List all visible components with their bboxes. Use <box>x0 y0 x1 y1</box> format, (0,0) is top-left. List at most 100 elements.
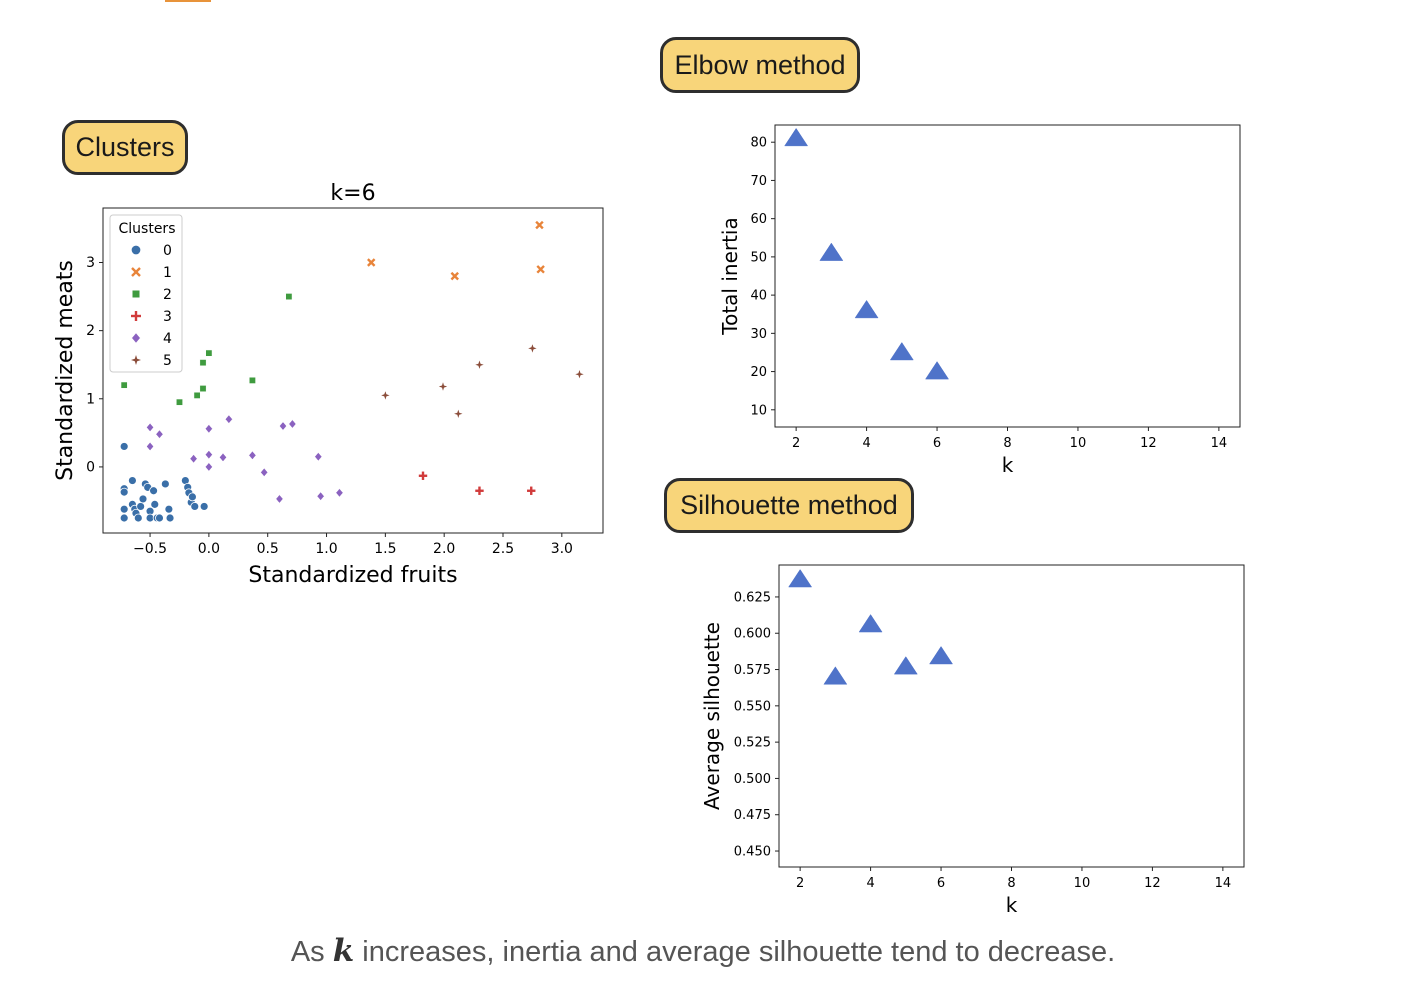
cluster-0-point <box>138 494 148 504</box>
clusters-x-tick-label: 0.0 <box>198 541 220 557</box>
silhouette-method-header: Silhouette method <box>664 478 914 533</box>
elbow-y-tick-label: 20 <box>750 365 767 380</box>
silhouette-point <box>893 656 918 675</box>
silhouette-y-tick-label: 0.450 <box>734 845 771 860</box>
elbow-y-tick-label: 10 <box>750 403 767 418</box>
caption: As k increases, inertia and average silh… <box>0 933 1406 969</box>
cluster-0-point <box>190 502 200 511</box>
legend-marker-0 <box>130 244 142 256</box>
silhouette-x-tick-label: 8 <box>1007 876 1015 891</box>
legend-label-0: 0 <box>163 243 172 259</box>
silhouette-x-tick-label: 14 <box>1215 876 1232 891</box>
cluster-4-point <box>335 488 344 498</box>
cluster-4-point <box>279 421 287 431</box>
cluster-1-point <box>367 258 376 267</box>
elbow-y-tick-label: 70 <box>750 174 767 189</box>
legend-label-5: 5 <box>163 353 172 369</box>
cluster-0-point <box>133 513 143 523</box>
silhouette-y-tick-label: 0.625 <box>734 590 771 605</box>
silhouette-point <box>858 614 883 633</box>
elbow-x-tick-label: 12 <box>1140 436 1157 451</box>
clusters-y-tick-label: 0 <box>86 459 95 475</box>
legend-marker-1 <box>131 267 141 277</box>
legend-marker-3 <box>131 311 141 321</box>
clusters-y-tick-label: 2 <box>86 323 95 339</box>
cluster-0-point <box>150 499 160 509</box>
elbow-y-tick-label: 50 <box>750 250 767 265</box>
cluster-1-point <box>450 271 459 281</box>
clusters-x-tick-label: 0.5 <box>257 541 279 557</box>
cluster-4-point <box>275 494 284 504</box>
clusters-header: Clusters <box>62 120 188 175</box>
silhouette-y-tick-label: 0.475 <box>734 808 771 823</box>
cluster-4-point <box>316 491 325 501</box>
silhouette-y-tick-label: 0.600 <box>734 627 771 642</box>
elbow-x-tick-label: 8 <box>1003 436 1011 451</box>
elbow-y-tick-label: 60 <box>750 212 767 227</box>
silhouette-y-tick-label: 0.500 <box>734 772 771 787</box>
cluster-3-point <box>418 471 428 480</box>
caption-suffix: increases, inertia and average silhouett… <box>354 936 1116 968</box>
cluster-0-point <box>119 442 129 451</box>
clusters-x-tick-label: 1.0 <box>315 541 337 557</box>
elbow-y-axis-label: Total inertia <box>718 217 742 335</box>
top-tab-indicator <box>165 0 211 2</box>
silhouette-x-tick-label: 4 <box>866 876 874 891</box>
cluster-0-point <box>119 487 129 497</box>
elbow-x-tick-label: 2 <box>792 436 800 451</box>
silhouette-point <box>788 569 813 588</box>
elbow-x-axis-label: k <box>1002 453 1014 477</box>
elbow-x-tick-label: 10 <box>1070 436 1087 451</box>
cluster-5-point <box>381 391 390 400</box>
legend-marker-4 <box>131 332 141 344</box>
elbow-point <box>819 242 844 261</box>
clusters-x-tick-label: −0.5 <box>133 541 167 557</box>
clusters-x-axis-label: Standardized fruits <box>248 563 457 588</box>
cluster-4-point <box>219 452 227 462</box>
clusters-x-tick-label: 1.5 <box>374 541 396 557</box>
silhouette-x-tick-label: 6 <box>937 876 945 891</box>
elbow-method-header: Elbow method <box>660 37 860 93</box>
cluster-0-point <box>119 513 129 523</box>
silhouette-point <box>823 666 848 685</box>
silhouette-y-axis-label: Average silhouette <box>700 622 724 810</box>
cluster-4-point <box>288 419 297 429</box>
legend-marker-5 <box>131 355 141 365</box>
cluster-2-point <box>205 349 213 357</box>
cluster-2-point <box>285 293 293 300</box>
caption-prefix: As <box>290 936 333 968</box>
cluster-0-point <box>128 476 137 485</box>
clusters-legend-title: Clusters <box>119 221 176 237</box>
cluster-5-point <box>454 409 463 418</box>
cluster-4-point <box>155 429 164 439</box>
clusters-y-tick-label: 3 <box>86 255 95 271</box>
legend-label-1: 1 <box>163 265 172 281</box>
clusters-y-tick-label: 1 <box>86 391 95 407</box>
elbow-point <box>925 361 950 380</box>
cluster-4-point <box>189 454 198 464</box>
cluster-4-point <box>146 441 154 452</box>
cluster-0-point <box>199 502 209 511</box>
clusters-x-tick-label: 3.0 <box>551 541 573 557</box>
legend-marker-2 <box>132 290 140 298</box>
cluster-4-point <box>248 450 257 460</box>
cluster-3-point <box>475 486 484 495</box>
caption-variable: k <box>332 933 355 969</box>
cluster-4-point <box>204 450 213 460</box>
cluster-4-point <box>314 452 323 462</box>
clusters-y-axis-label: Standardized meats <box>53 260 78 481</box>
elbow-point <box>889 342 914 361</box>
elbow-y-tick-label: 30 <box>750 327 767 342</box>
cluster-0-point <box>188 492 197 502</box>
cluster-2-point <box>249 376 256 384</box>
cluster-0-point <box>136 502 146 511</box>
cluster-1-point <box>535 220 544 230</box>
elbow-point <box>854 299 879 319</box>
cluster-2-point <box>176 398 183 406</box>
cluster-5-point <box>438 382 448 391</box>
silhouette-y-tick-label: 0.575 <box>734 663 771 678</box>
silhouette-point <box>929 646 954 665</box>
cluster-0-point <box>164 504 174 514</box>
elbow-x-tick-label: 6 <box>933 436 941 451</box>
